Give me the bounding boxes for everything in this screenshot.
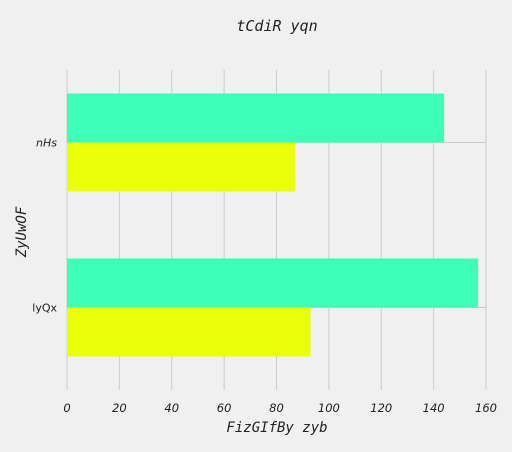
x-axis-label: FizGIfBy zyb (226, 420, 327, 436)
bar-nHs-series-2 (67, 142, 295, 192)
bar-lyQx-series-1 (67, 258, 479, 308)
x-tick-label-0: 0 (63, 401, 70, 415)
x-tick-label-4: 80 (269, 401, 284, 415)
chart-title: tCdiR yqn (236, 17, 317, 35)
bar-series (67, 93, 479, 357)
y-tick-label-0: nHs (36, 137, 57, 150)
x-tick-label-7: 140 (423, 401, 445, 415)
x-tick-label-5: 100 (318, 401, 340, 415)
bar-nHs-series-1 (67, 93, 445, 143)
x-tick-label-3: 60 (217, 401, 232, 415)
x-tick-label-6: 120 (370, 401, 392, 415)
x-tick-label-2: 40 (164, 401, 179, 415)
x-tick-label-1: 20 (112, 401, 127, 415)
y-tick-label-1: lyQx (32, 302, 57, 315)
bar-lyQx-series-2 (67, 307, 311, 357)
y-axis-label: ZyUwOF (14, 206, 30, 258)
y-tick-labels: nHs lyQx (32, 137, 57, 315)
x-tick-labels: 0 20 40 60 80 100 120 140 160 (63, 401, 497, 415)
x-tick-label-8: 160 (475, 401, 497, 415)
